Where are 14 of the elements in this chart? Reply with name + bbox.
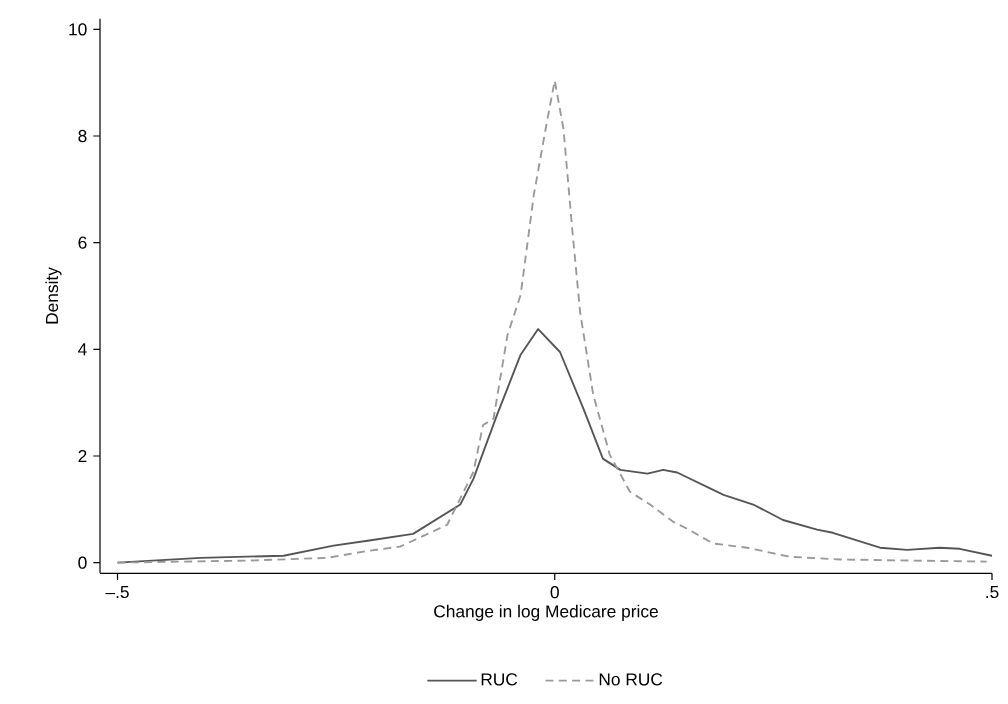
x-tick-label: .5 [986,586,999,599]
line-series [116,79,988,564]
y-tick-label: 2 [78,449,87,463]
y-axis-title: Density [45,267,62,324]
x-tick-label: 0 [550,586,559,599]
y-tick-label: 4 [78,343,87,356]
y-tick-label: 10 [69,23,87,36]
x-axis-title: Change in log Medicare price [434,604,658,621]
y-tick-label: 6 [78,236,87,249]
y-tick-label: 8 [78,129,87,143]
y-tick-label: 0 [78,556,87,569]
legend-label: No RUC [599,673,663,686]
legend-label: RUC [481,673,518,686]
x-tick-label: –.5 [105,586,129,599]
